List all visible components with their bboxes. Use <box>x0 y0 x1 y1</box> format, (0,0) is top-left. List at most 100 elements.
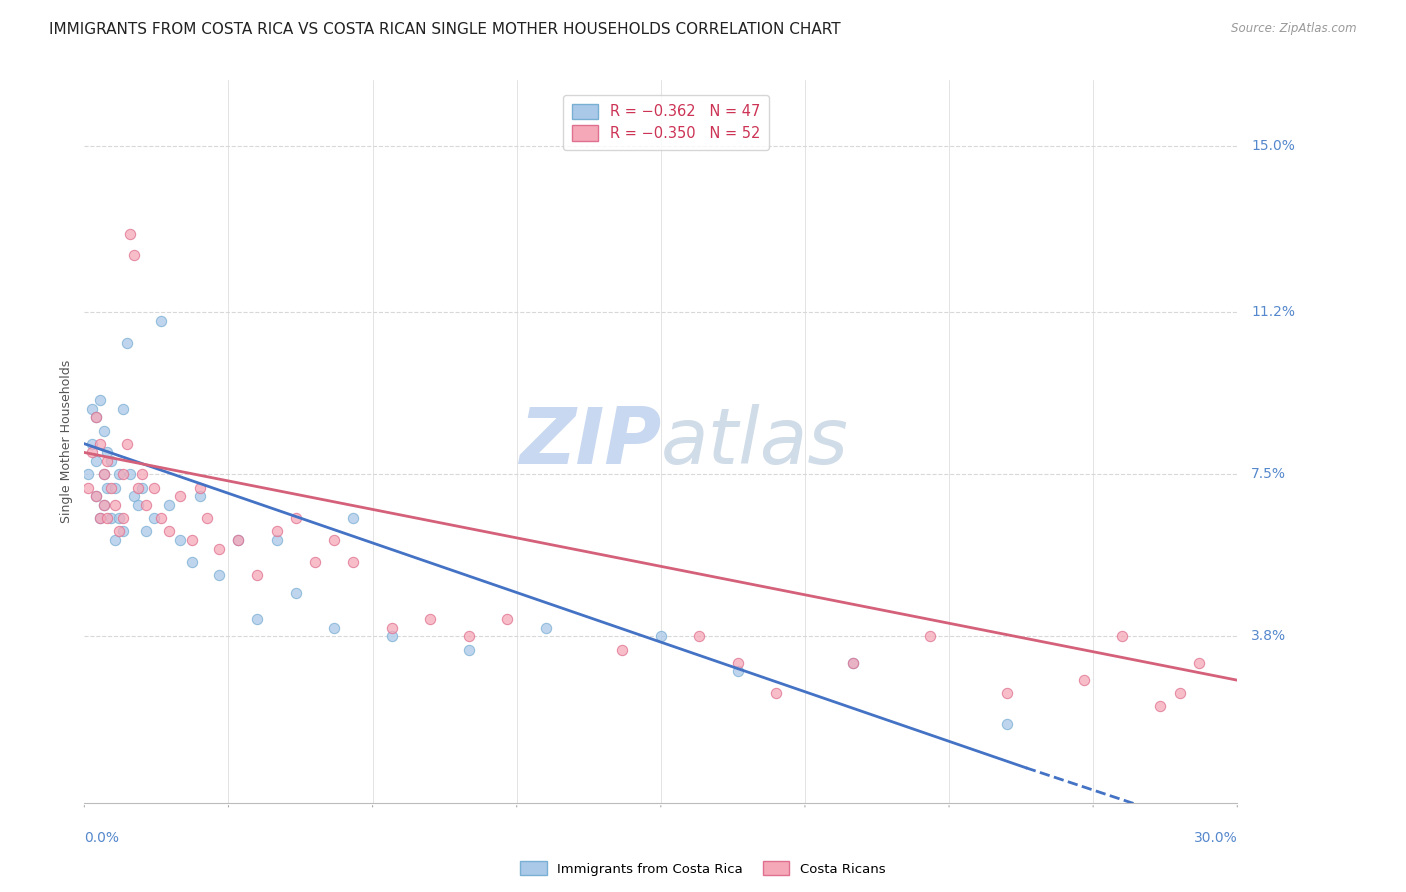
Point <box>104 498 127 512</box>
Point <box>650 629 672 643</box>
Legend: R = −0.362   N = 47, R = −0.350   N = 52: R = −0.362 N = 47, R = −0.350 N = 52 <box>562 95 769 150</box>
Point <box>96 511 118 525</box>
Point <box>89 392 111 407</box>
Point <box>842 656 865 670</box>
Point <box>995 686 1018 700</box>
Point <box>1168 686 1191 700</box>
Point <box>84 489 107 503</box>
Point <box>150 314 173 328</box>
Point <box>534 621 557 635</box>
Point <box>120 467 142 482</box>
Point <box>100 511 122 525</box>
Text: 11.2%: 11.2% <box>1251 305 1295 319</box>
Point <box>96 445 118 459</box>
Point <box>111 511 134 525</box>
Point <box>688 629 710 643</box>
Point <box>727 665 749 679</box>
Point <box>1149 699 1171 714</box>
Point <box>284 511 307 525</box>
Text: 3.8%: 3.8% <box>1251 630 1286 643</box>
Point <box>89 511 111 525</box>
Point <box>104 533 127 547</box>
Point <box>84 454 107 468</box>
Point <box>111 467 134 482</box>
Point <box>93 498 115 512</box>
Point <box>765 686 787 700</box>
Point <box>284 585 307 599</box>
Point <box>93 467 115 482</box>
Point <box>96 481 118 495</box>
Text: ZIP: ZIP <box>519 403 661 480</box>
Point <box>457 642 479 657</box>
Point <box>77 467 100 482</box>
Point <box>419 612 441 626</box>
Point <box>727 656 749 670</box>
Point <box>1111 629 1133 643</box>
Point <box>496 612 519 626</box>
Point <box>157 524 180 539</box>
Point <box>342 555 364 569</box>
Point <box>111 524 134 539</box>
Point <box>169 489 191 503</box>
Point <box>77 481 100 495</box>
Point <box>266 533 288 547</box>
Point <box>266 524 288 539</box>
Point <box>381 629 404 643</box>
Text: atlas: atlas <box>661 403 849 480</box>
Point <box>124 489 146 503</box>
Point <box>342 511 364 525</box>
Point <box>124 248 146 262</box>
Point <box>188 489 211 503</box>
Point <box>100 481 122 495</box>
Point <box>131 481 153 495</box>
Point <box>208 541 231 556</box>
Text: Source: ZipAtlas.com: Source: ZipAtlas.com <box>1232 22 1357 36</box>
Point <box>157 498 180 512</box>
Point <box>226 533 249 547</box>
Point <box>115 336 138 351</box>
Point <box>84 410 107 425</box>
Point <box>108 511 131 525</box>
Point <box>96 454 118 468</box>
Point <box>93 467 115 482</box>
Point <box>918 629 941 643</box>
Point <box>111 401 134 416</box>
Point <box>135 524 157 539</box>
Point <box>304 555 326 569</box>
Point <box>995 717 1018 731</box>
Point <box>127 498 149 512</box>
Point <box>169 533 191 547</box>
Point <box>195 511 218 525</box>
Point <box>93 424 115 438</box>
Point <box>80 436 103 450</box>
Point <box>323 533 346 547</box>
Point <box>246 568 269 582</box>
Point <box>89 511 111 525</box>
Point <box>188 481 211 495</box>
Point <box>1188 656 1211 670</box>
Point <box>127 481 149 495</box>
Point <box>246 612 269 626</box>
Point <box>120 227 142 241</box>
Point <box>89 436 111 450</box>
Point <box>84 410 107 425</box>
Point <box>135 498 157 512</box>
Point <box>104 481 127 495</box>
Point <box>323 621 346 635</box>
Text: 7.5%: 7.5% <box>1251 467 1286 482</box>
Point <box>80 401 103 416</box>
Point <box>1073 673 1095 688</box>
Point <box>115 436 138 450</box>
Point <box>131 467 153 482</box>
Point <box>84 489 107 503</box>
Text: 15.0%: 15.0% <box>1251 139 1295 153</box>
Point <box>108 524 131 539</box>
Point <box>181 555 204 569</box>
Point <box>226 533 249 547</box>
Text: 30.0%: 30.0% <box>1194 830 1237 845</box>
Point <box>80 445 103 459</box>
Y-axis label: Single Mother Households: Single Mother Households <box>60 359 73 524</box>
Text: 0.0%: 0.0% <box>84 830 120 845</box>
Text: IMMIGRANTS FROM COSTA RICA VS COSTA RICAN SINGLE MOTHER HOUSEHOLDS CORRELATION C: IMMIGRANTS FROM COSTA RICA VS COSTA RICA… <box>49 22 841 37</box>
Point <box>457 629 479 643</box>
